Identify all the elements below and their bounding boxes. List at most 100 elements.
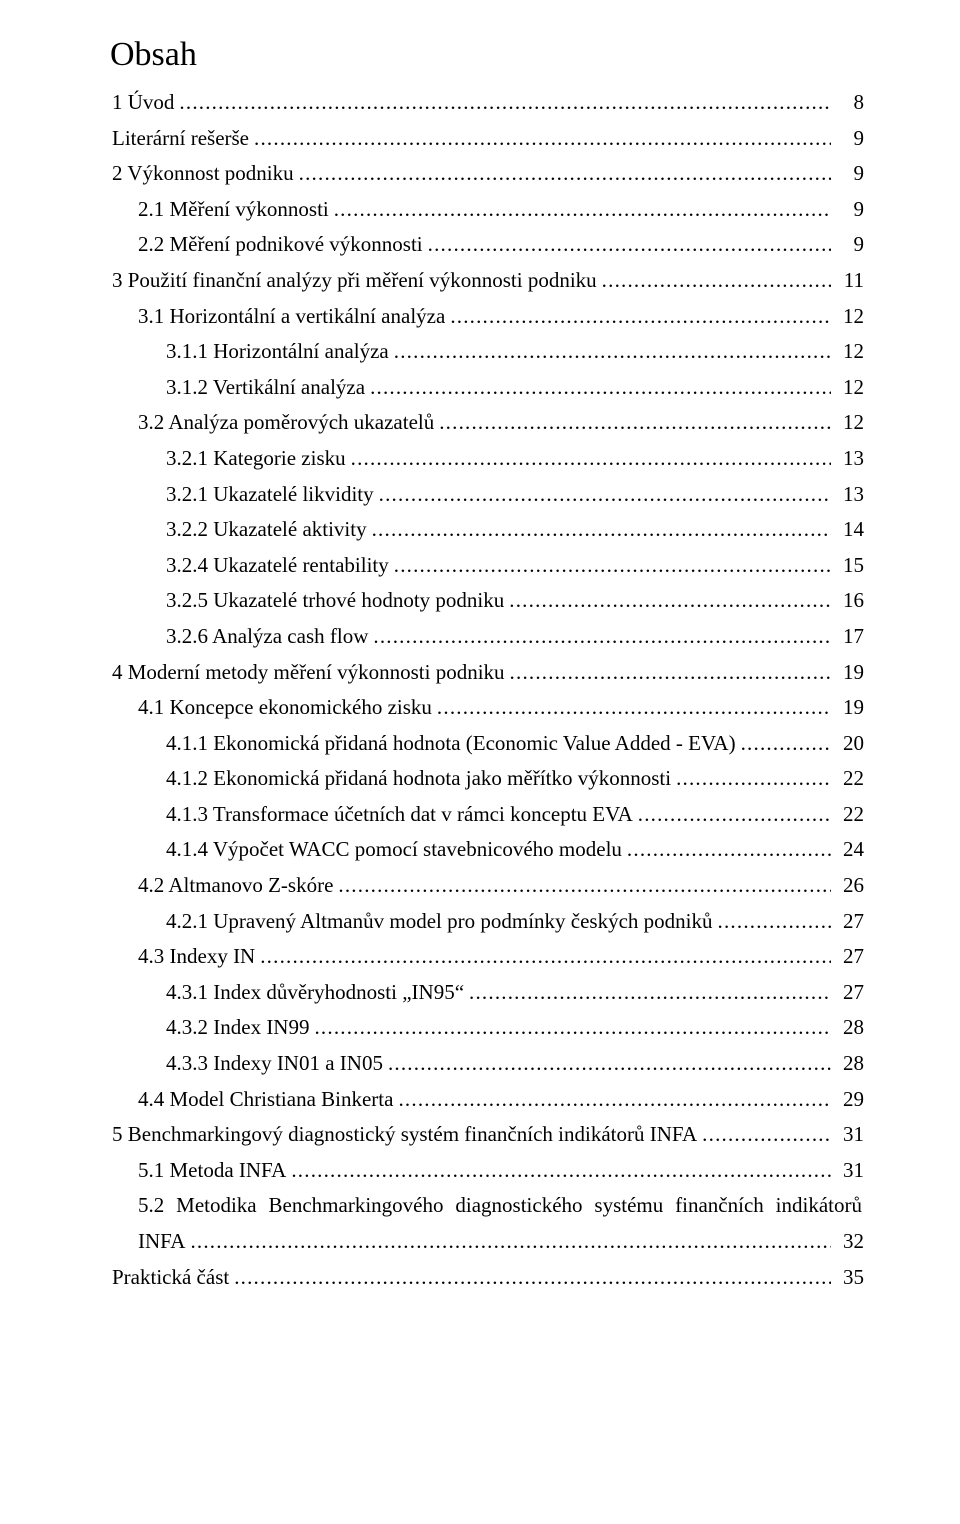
toc-entry[interactable]: 3.2.1 Kategorie zisku13: [112, 448, 864, 469]
toc-entry-label: 3.2.1 Ukazatelé likvidity: [166, 484, 376, 505]
toc-entry-page: 27: [834, 946, 864, 967]
toc-entry-page: 9: [834, 234, 864, 255]
toc-leader-dots: [676, 768, 831, 789]
toc-entry-label: 3.2.2 Ukazatelé aktivity: [166, 519, 369, 540]
toc-entry-page: 27: [834, 911, 864, 932]
toc-entry-label: 3.1.1 Horizontální analýza: [166, 341, 391, 362]
toc-entry-label: 3.1 Horizontální a vertikální analýza: [138, 306, 447, 327]
toc-entry[interactable]: 2.2 Měření podnikové výkonnosti9: [112, 234, 864, 255]
toc-entry[interactable]: Praktická část 35: [112, 1267, 864, 1288]
toc-entry-page: 31: [834, 1160, 864, 1181]
toc-leader-dots: [450, 306, 831, 327]
toc-entry-label: 3 Použití finanční analýzy při měření vý…: [112, 270, 599, 291]
toc-entry-page: 12: [834, 377, 864, 398]
toc-entry[interactable]: 4.1.2 Ekonomická přidaná hodnota jako mě…: [112, 768, 864, 789]
toc-leader-dots: [398, 1089, 831, 1110]
toc-entry[interactable]: 3.2.1 Ukazatelé likvidity13: [112, 484, 864, 505]
toc-entry-label: 4.1.4 Výpočet WACC pomocí stavebnicového…: [166, 839, 624, 860]
toc-entry-label: 4.1.3 Transformace účetních dat v rámci …: [166, 804, 635, 825]
toc-leader-dots: [190, 1231, 831, 1252]
toc-entry-label: 5.2 Metodika Benchmarkingového diagnosti…: [138, 1195, 864, 1216]
toc-entry[interactable]: 4.3.2 Index IN9928: [112, 1017, 864, 1038]
toc-entry[interactable]: 3.2.6 Analýza cash flow17: [112, 626, 864, 647]
toc-entry-label: 2 Výkonnost podniku: [112, 163, 296, 184]
toc-entry-page: 8: [834, 92, 864, 113]
toc-entry-page: 26: [834, 875, 864, 896]
toc-entry[interactable]: 4.3 Indexy IN27: [112, 946, 864, 967]
toc-leader-dots: [602, 270, 831, 291]
toc-entry-page: 22: [834, 768, 864, 789]
toc-entry[interactable]: 2 Výkonnost podniku9: [112, 163, 864, 184]
toc-leader-dots: [373, 626, 831, 647]
toc-leader-dots: [388, 1053, 831, 1074]
toc-entry-page: 11: [834, 270, 864, 291]
toc-entry-label: 4.2 Altmanovo Z-skóre: [138, 875, 335, 896]
toc-entry-page: 16: [834, 590, 864, 611]
toc-leader-dots: [291, 1160, 831, 1181]
page-title: Obsah: [110, 36, 864, 74]
toc-entry-label: Praktická část: [112, 1267, 231, 1288]
toc-entry-page: 28: [834, 1053, 864, 1074]
toc-entry[interactable]: 3.2 Analýza poměrových ukazatelů12: [112, 412, 864, 433]
toc-entry[interactable]: 4.2.1 Upravený Altmanův model pro podmín…: [112, 911, 864, 932]
toc-entry-page: 19: [834, 662, 864, 683]
toc-entry[interactable]: 4.1.1 Ekonomická přidaná hodnota (Econom…: [112, 733, 864, 754]
toc-entry-label: Literární rešerše: [112, 128, 251, 149]
toc-entry[interactable]: 3.1.1 Horizontální analýza 12: [112, 341, 864, 362]
toc-entry-page: 32: [834, 1231, 864, 1252]
toc-leader-dots: [394, 341, 831, 362]
toc-leader-dots: [439, 412, 831, 433]
toc-entry[interactable]: 4.3.1 Index důvěryhodnosti „IN95“27: [112, 982, 864, 1003]
toc-entry-page: 12: [834, 306, 864, 327]
toc-entry-page: 31: [834, 1124, 864, 1145]
toc-entry[interactable]: 4.4 Model Christiana Binkerta29: [112, 1089, 864, 1110]
toc-entry-label: 1 Úvod: [112, 92, 176, 113]
toc-entry[interactable]: 3.2.2 Ukazatelé aktivity 14: [112, 519, 864, 540]
toc-leader-dots: [627, 839, 831, 860]
toc-leader-dots: [370, 377, 831, 398]
toc-leader-dots: [741, 733, 831, 754]
toc-entry[interactable]: 2.1 Měření výkonnosti9: [112, 199, 864, 220]
toc-leader-dots: [314, 1017, 831, 1038]
toc-entry[interactable]: 3.1.2 Vertikální analýza12: [112, 377, 864, 398]
toc-leader-dots: [254, 128, 831, 149]
toc-entry[interactable]: Literární rešerše9: [112, 128, 864, 149]
toc-entry[interactable]: 4.3.3 Indexy IN01 a IN0528: [112, 1053, 864, 1074]
toc-entry[interactable]: 1 Úvod 8: [112, 92, 864, 113]
toc-entry-page: 12: [834, 341, 864, 362]
toc-entry[interactable]: 4.2 Altmanovo Z-skóre 26: [112, 875, 864, 896]
toc-entry[interactable]: INFA 32: [112, 1231, 864, 1252]
toc-leader-dots: [334, 199, 831, 220]
toc-entry-page: 13: [834, 448, 864, 469]
toc-entry[interactable]: 3.2.4 Ukazatelé rentability15: [112, 555, 864, 576]
toc-entry-page: 19: [834, 697, 864, 718]
toc-entry[interactable]: 4.1.3 Transformace účetních dat v rámci …: [112, 804, 864, 825]
toc-leader-dots: [372, 519, 831, 540]
toc-entry[interactable]: 4.1 Koncepce ekonomického zisku 19: [112, 697, 864, 718]
toc-entry-label: 3.2 Analýza poměrových ukazatelů: [138, 412, 436, 433]
toc-leader-dots: [702, 1124, 831, 1145]
toc-entry[interactable]: 3.2.5 Ukazatelé trhové hodnoty podniku 16: [112, 590, 864, 611]
toc-entry[interactable]: 3.1 Horizontální a vertikální analýza 12: [112, 306, 864, 327]
toc-entry-page: 22: [834, 804, 864, 825]
toc-entry[interactable]: 4 Moderní metody měření výkonnosti podni…: [112, 662, 864, 683]
toc-entry-label: 4.4 Model Christiana Binkerta: [138, 1089, 395, 1110]
toc-entry-page: 28: [834, 1017, 864, 1038]
toc-entry-label: 3.2.4 Ukazatelé rentability: [166, 555, 391, 576]
toc-entry-label: 3.2.5 Ukazatelé trhové hodnoty podniku: [166, 590, 506, 611]
toc-entry-page: 14: [834, 519, 864, 540]
toc-leader-dots: [428, 234, 831, 255]
toc-entry-label: INFA: [138, 1231, 187, 1252]
toc-entry-label: 2.1 Měření výkonnosti: [138, 199, 331, 220]
toc-leader-dots: [179, 92, 831, 113]
toc-entry-page: 35: [834, 1267, 864, 1288]
toc-entry[interactable]: 5.2 Metodika Benchmarkingového diagnosti…: [112, 1195, 864, 1216]
toc-entry-page: 24: [834, 839, 864, 860]
toc-entry-label: 4.1 Koncepce ekonomického zisku: [138, 697, 434, 718]
toc-leader-dots: [638, 804, 831, 825]
toc-entry-page: 17: [834, 626, 864, 647]
toc-entry[interactable]: 5 Benchmarkingový diagnostický systém fi…: [112, 1124, 864, 1145]
toc-entry[interactable]: 4.1.4 Výpočet WACC pomocí stavebnicového…: [112, 839, 864, 860]
toc-entry[interactable]: 3 Použití finanční analýzy při měření vý…: [112, 270, 864, 291]
toc-entry[interactable]: 5.1 Metoda INFA31: [112, 1160, 864, 1181]
